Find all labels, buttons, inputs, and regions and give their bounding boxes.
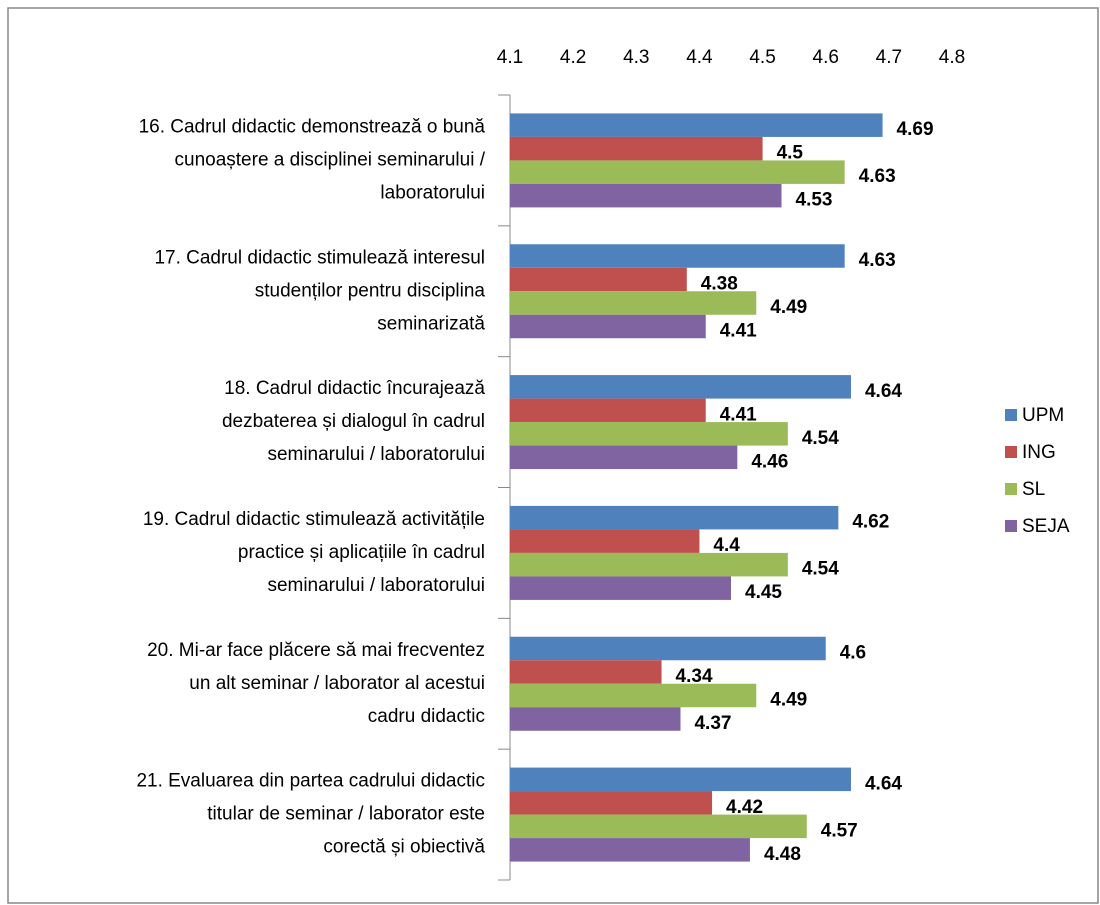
value-label: 4.41 <box>720 404 757 425</box>
value-label: 4.38 <box>701 274 738 295</box>
value-label: 4.42 <box>726 797 763 818</box>
bar <box>510 636 826 661</box>
value-label: 4.46 <box>751 451 788 472</box>
bar <box>510 767 851 792</box>
value-label: 4.34 <box>676 666 713 687</box>
legend-swatch <box>1005 483 1017 495</box>
value-label: 4.54 <box>802 559 839 580</box>
bar <box>510 529 700 553</box>
bar <box>510 683 757 708</box>
y-tick-label: cunoaștere a disciplinei seminarului / <box>175 149 486 170</box>
value-label: 4.63 <box>859 166 896 187</box>
bar <box>510 576 731 600</box>
bar <box>510 660 662 684</box>
value-label: 4.41 <box>720 321 757 342</box>
y-tick-label: studenților pentru disciplina <box>255 280 486 301</box>
y-tick-label: titular de seminar / laborator este <box>207 804 485 825</box>
y-tick-label: laboratorului <box>380 182 485 203</box>
value-label: 4.53 <box>796 190 833 211</box>
y-tick-label: 21. Evaluarea din partea cadrului didact… <box>136 771 485 792</box>
bar <box>510 136 763 161</box>
bar <box>510 791 713 815</box>
y-tick-label: 18. Cadrul didactic încurajează <box>224 378 485 399</box>
value-label: 4.4 <box>713 535 740 556</box>
bar <box>510 552 788 577</box>
x-tick-label: 4.2 <box>560 47 586 68</box>
bar <box>510 422 788 446</box>
y-tick-label: un alt seminar / laborator al acestui <box>189 673 485 694</box>
bar <box>510 314 706 339</box>
x-tick-label: 4.7 <box>876 47 902 68</box>
legend-swatch <box>1005 409 1017 421</box>
x-tick-label: 4.3 <box>623 47 649 68</box>
bar <box>510 291 757 315</box>
x-tick-label: 4.5 <box>749 47 775 68</box>
bar <box>510 113 883 137</box>
legend-label: UPM <box>1022 405 1064 426</box>
x-tick-label: 4.4 <box>686 47 713 68</box>
bar <box>510 838 750 862</box>
y-tick-label: seminarului / laboratorului <box>267 575 485 596</box>
y-tick-label: cadru didactic <box>368 706 485 727</box>
value-label: 4.49 <box>770 690 807 711</box>
bar <box>510 183 782 208</box>
y-tick-label: corectă și obiectivă <box>323 837 485 858</box>
y-tick-label: dezbaterea și dialogul în cadrul <box>222 411 485 432</box>
value-label: 4.54 <box>802 428 839 449</box>
y-tick-label: seminarului / laboratorului <box>267 444 485 465</box>
bar <box>510 398 706 423</box>
value-label: 4.62 <box>852 512 889 533</box>
value-label: 4.63 <box>859 250 896 271</box>
bar <box>510 160 845 184</box>
y-tick-label: 16. Cadrul didactic demonstrează o bună <box>139 116 486 137</box>
bar <box>510 267 687 292</box>
value-label: 4.45 <box>745 582 782 603</box>
bar <box>510 707 681 731</box>
value-label: 4.64 <box>865 773 902 794</box>
value-label: 4.64 <box>865 381 902 402</box>
x-tick-label: 4.1 <box>497 47 523 68</box>
legend-swatch <box>1005 520 1017 532</box>
legend-label: SEJA <box>1022 516 1070 537</box>
y-tick-label: 20. Mi-ar face plăcere să mai frecventez <box>147 640 485 661</box>
value-label: 4.48 <box>764 844 801 865</box>
value-label: 4.37 <box>694 713 731 734</box>
y-tick-label: 17. Cadrul didactic stimulează interesul <box>154 247 485 268</box>
value-label: 4.5 <box>777 143 804 164</box>
legend-swatch <box>1005 446 1017 458</box>
y-tick-label: practice și aplicațiile în cadrul <box>238 542 485 563</box>
x-tick-label: 4.6 <box>813 47 839 68</box>
value-label: 4.49 <box>770 297 807 318</box>
value-label: 4.69 <box>897 119 934 140</box>
bar <box>510 244 845 268</box>
bar <box>510 445 738 470</box>
x-tick-label: 4.8 <box>939 47 965 68</box>
y-tick-label: seminarizată <box>377 313 485 334</box>
value-label: 4.6 <box>840 643 866 664</box>
bar <box>510 814 807 839</box>
bar <box>510 505 839 530</box>
legend-label: ING <box>1022 442 1056 463</box>
bar <box>510 375 851 399</box>
legend-label: SL <box>1022 479 1045 500</box>
y-tick-label: 19. Cadrul didactic stimulează activităț… <box>143 509 485 530</box>
value-label: 4.57 <box>821 820 858 841</box>
